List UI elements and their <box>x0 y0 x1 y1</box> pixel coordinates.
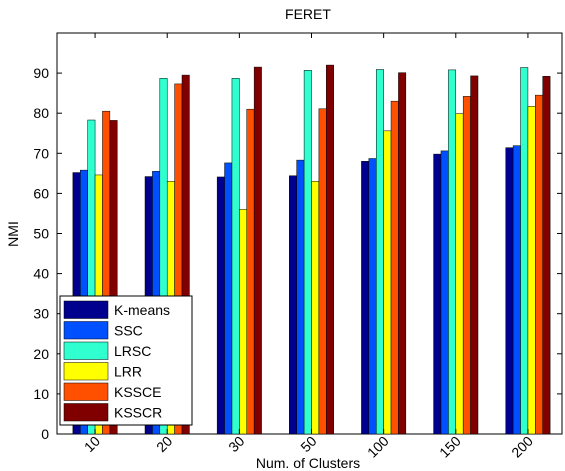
bar-ssc-30 <box>224 162 233 435</box>
legend: K-means SSC LRSC LRR KSSCE KSSCR <box>59 295 193 426</box>
legend-swatch-ssc <box>63 321 109 340</box>
bar-k-means-30 <box>216 176 225 435</box>
y-tick-label: 0 <box>41 426 49 442</box>
x-tick-label: 30 <box>225 433 247 455</box>
x-tick-label: 50 <box>297 433 319 455</box>
bar-ksscr-200 <box>542 76 551 435</box>
x-tick-label: 200 <box>508 433 536 461</box>
bar-lrr-50 <box>311 181 320 435</box>
legend-swatch-kssce <box>63 382 109 401</box>
legend-label-kssce: KSSCE <box>114 384 161 400</box>
y-tick-label: 60 <box>33 185 49 201</box>
chart-title: FERET <box>285 6 331 22</box>
legend-swatch-lrsc <box>63 341 109 360</box>
y-ticks: 0 10 20 30 40 50 60 70 80 90 <box>33 65 562 442</box>
bar-kssce-100 <box>390 100 399 435</box>
x-tick-label: 20 <box>153 433 175 455</box>
x-tick-label: 150 <box>436 433 464 461</box>
legend-label-ksscr: KSSCR <box>114 405 162 421</box>
bar-lrsc-50 <box>303 70 312 435</box>
bar-lrr-100 <box>383 130 392 435</box>
legend-label-k-means: K-means <box>114 302 170 318</box>
x-tick-label: 100 <box>364 433 392 461</box>
y-axis-label: NMI <box>5 221 21 247</box>
bar-ksscr-100 <box>398 72 407 435</box>
bar-ssc-150 <box>440 150 449 435</box>
y-tick-label: 70 <box>33 145 49 161</box>
bar-ksscr-10 <box>109 120 118 435</box>
y-tick-label: 20 <box>33 346 49 362</box>
legend-label-lrr: LRR <box>114 364 142 380</box>
bar-ksscr-150 <box>470 75 479 435</box>
y-tick-label: 90 <box>33 65 49 81</box>
y-tick-label: 50 <box>33 226 49 242</box>
bar-k-means-50 <box>289 175 297 435</box>
bar-kssce-150 <box>462 96 471 435</box>
y-tick-label: 40 <box>33 266 49 282</box>
bar-lrsc-200 <box>520 67 529 435</box>
y-tick-label: 30 <box>33 306 49 322</box>
legend-label-lrsc: LRSC <box>114 343 151 359</box>
bar-ssc-100 <box>368 158 377 435</box>
x-tick-label: 10 <box>81 433 103 455</box>
bar-lrr-150 <box>455 113 464 435</box>
bar-ksscr-20 <box>181 74 190 435</box>
x-axis-label: Num. of Clusters <box>256 455 360 471</box>
bar-kssce-30 <box>246 108 255 435</box>
y-tick-label: 80 <box>33 105 49 121</box>
bar-ksscr-50 <box>326 64 334 435</box>
bar-lrr-30 <box>239 209 248 435</box>
y-tick-label: 10 <box>33 386 49 402</box>
bar-ssc-50 <box>296 159 305 435</box>
bar-ksscr-30 <box>253 66 262 435</box>
legend-swatch-k-means <box>63 300 109 319</box>
bar-k-means-100 <box>361 161 370 435</box>
bar-ssc-200 <box>512 145 521 435</box>
bar-lrsc-100 <box>375 69 384 435</box>
bar-lrsc-150 <box>448 69 457 435</box>
bar-lrr-200 <box>527 106 536 435</box>
bar-lrsc-30 <box>231 78 240 435</box>
bar-k-means-200 <box>505 147 514 435</box>
bars <box>72 64 551 435</box>
legend-swatch-ksscr <box>63 403 109 422</box>
bar-kssce-200 <box>535 94 543 435</box>
legend-label-ssc: SSC <box>114 323 143 339</box>
bar-kssce-50 <box>318 108 327 435</box>
legend-swatch-lrr <box>63 362 109 381</box>
bar-k-means-150 <box>433 153 442 435</box>
